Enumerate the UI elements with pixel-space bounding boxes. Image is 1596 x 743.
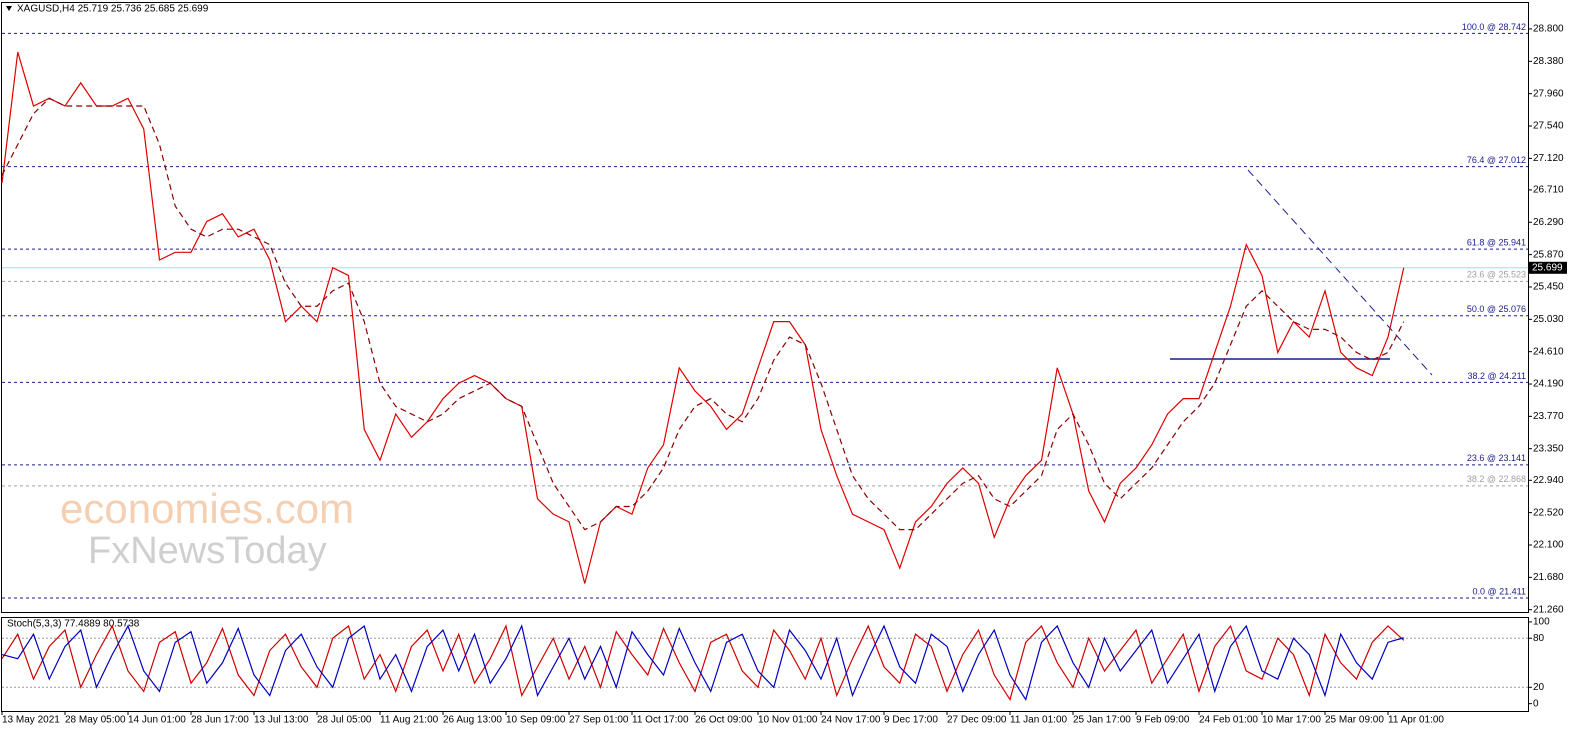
y-tick-label: 21.680 bbox=[1533, 572, 1564, 583]
x-tick-label: 11 Apr 01:00 bbox=[1388, 715, 1444, 726]
y-tick-label: 26.710 bbox=[1533, 185, 1564, 196]
y-tick-label: 80 bbox=[1533, 633, 1545, 644]
y-tick-label: 25.450 bbox=[1533, 282, 1564, 293]
stoch-header: Stoch(5,3,3) 77.4889 80.5738 bbox=[7, 619, 140, 630]
x-tick-label: 27 Sep 01:00 bbox=[569, 715, 629, 726]
y-tick-label: 26.290 bbox=[1533, 217, 1564, 228]
y-tick-label: 20 bbox=[1533, 682, 1545, 693]
y-tick-label: 0 bbox=[1533, 698, 1539, 709]
x-tick-label: 10 Mar 17:00 bbox=[1262, 715, 1321, 726]
y-tick-label: 25.870 bbox=[1533, 249, 1564, 260]
x-tick-label: 13 May 2021 bbox=[2, 715, 60, 726]
y-tick-label: 28.380 bbox=[1533, 56, 1564, 67]
x-tick-label: 13 Jul 13:00 bbox=[254, 715, 309, 726]
y-tick-label: 23.350 bbox=[1533, 443, 1564, 454]
x-tick-label: 28 Jul 05:00 bbox=[317, 715, 372, 726]
y-tick-label: 100 bbox=[1533, 617, 1550, 628]
x-tick-label: 28 May 05:00 bbox=[65, 715, 126, 726]
x-tick-label: 26 Aug 13:00 bbox=[443, 715, 502, 726]
fib-label: 23.6 @ 25.523 bbox=[1467, 270, 1526, 280]
series-line bbox=[1, 624, 1404, 702]
y-tick-label: 24.190 bbox=[1533, 379, 1564, 390]
x-tick-label: 10 Sep 09:00 bbox=[506, 715, 566, 726]
trendline bbox=[1247, 169, 1433, 376]
series-line bbox=[1, 51, 1405, 584]
y-tick-label: 25.030 bbox=[1533, 314, 1564, 325]
last-price-box bbox=[1529, 261, 1567, 274]
price-frame bbox=[1, 2, 1529, 613]
x-tick-label: 26 Oct 09:00 bbox=[695, 715, 753, 726]
y-tick-label: 28.800 bbox=[1533, 24, 1564, 35]
fib-label: 100.0 @ 28.742 bbox=[1462, 22, 1526, 32]
menu-arrow bbox=[6, 6, 12, 11]
x-tick-label: 10 Nov 01:00 bbox=[758, 715, 818, 726]
y-tick-label: 23.770 bbox=[1533, 411, 1564, 422]
fib-label: 23.6 @ 23.141 bbox=[1467, 453, 1526, 463]
x-tick-label: 27 Dec 09:00 bbox=[947, 715, 1007, 726]
x-tick-label: 9 Dec 17:00 bbox=[884, 715, 938, 726]
y-tick-label: 27.960 bbox=[1533, 88, 1564, 99]
fib-label: 61.8 @ 25.941 bbox=[1467, 238, 1526, 248]
y-tick-label: 24.610 bbox=[1533, 346, 1564, 357]
y-tick-label: 22.100 bbox=[1533, 540, 1564, 551]
fib-label: 38.2 @ 24.211 bbox=[1467, 371, 1526, 381]
series-line bbox=[1, 624, 1405, 702]
x-tick-label: 25 Mar 09:00 bbox=[1325, 715, 1384, 726]
x-tick-label: 24 Feb 01:00 bbox=[1199, 715, 1258, 726]
fib-label: 38.2 @ 22.868 bbox=[1467, 474, 1526, 484]
price-header: XAGUSD,H4 25.719 25.736 25.685 25.699 bbox=[17, 4, 209, 15]
x-tick-label: 11 Oct 17:00 bbox=[632, 715, 689, 726]
y-tick-label: 27.120 bbox=[1533, 153, 1564, 164]
y-tick-label: 22.940 bbox=[1533, 475, 1564, 486]
x-tick-label: 25 Jan 17:00 bbox=[1073, 715, 1131, 726]
stoch-frame bbox=[1, 617, 1529, 712]
x-tick-label: 11 Aug 21:00 bbox=[380, 715, 439, 726]
x-tick-label: 14 Jun 01:00 bbox=[128, 715, 186, 726]
x-tick-label: 24 Nov 17:00 bbox=[821, 715, 881, 726]
fib-label: 76.4 @ 27.012 bbox=[1467, 155, 1526, 165]
last-price-label: 25.699 bbox=[1532, 262, 1563, 273]
x-tick-label: 11 Jan 01:00 bbox=[1010, 715, 1068, 726]
x-tick-label: 9 Feb 09:00 bbox=[1136, 715, 1190, 726]
watermark: economies.com bbox=[60, 485, 354, 532]
y-tick-label: 22.520 bbox=[1533, 507, 1564, 518]
y-tick-label: 27.540 bbox=[1533, 121, 1564, 132]
y-tick-label: 21.260 bbox=[1533, 604, 1564, 615]
x-tick-label: 28 Jun 17:00 bbox=[191, 715, 249, 726]
fib-label: 0.0 @ 21.411 bbox=[1472, 586, 1526, 596]
watermark: FxNewsToday bbox=[88, 530, 327, 572]
fib-label: 50.0 @ 25.076 bbox=[1467, 304, 1526, 314]
